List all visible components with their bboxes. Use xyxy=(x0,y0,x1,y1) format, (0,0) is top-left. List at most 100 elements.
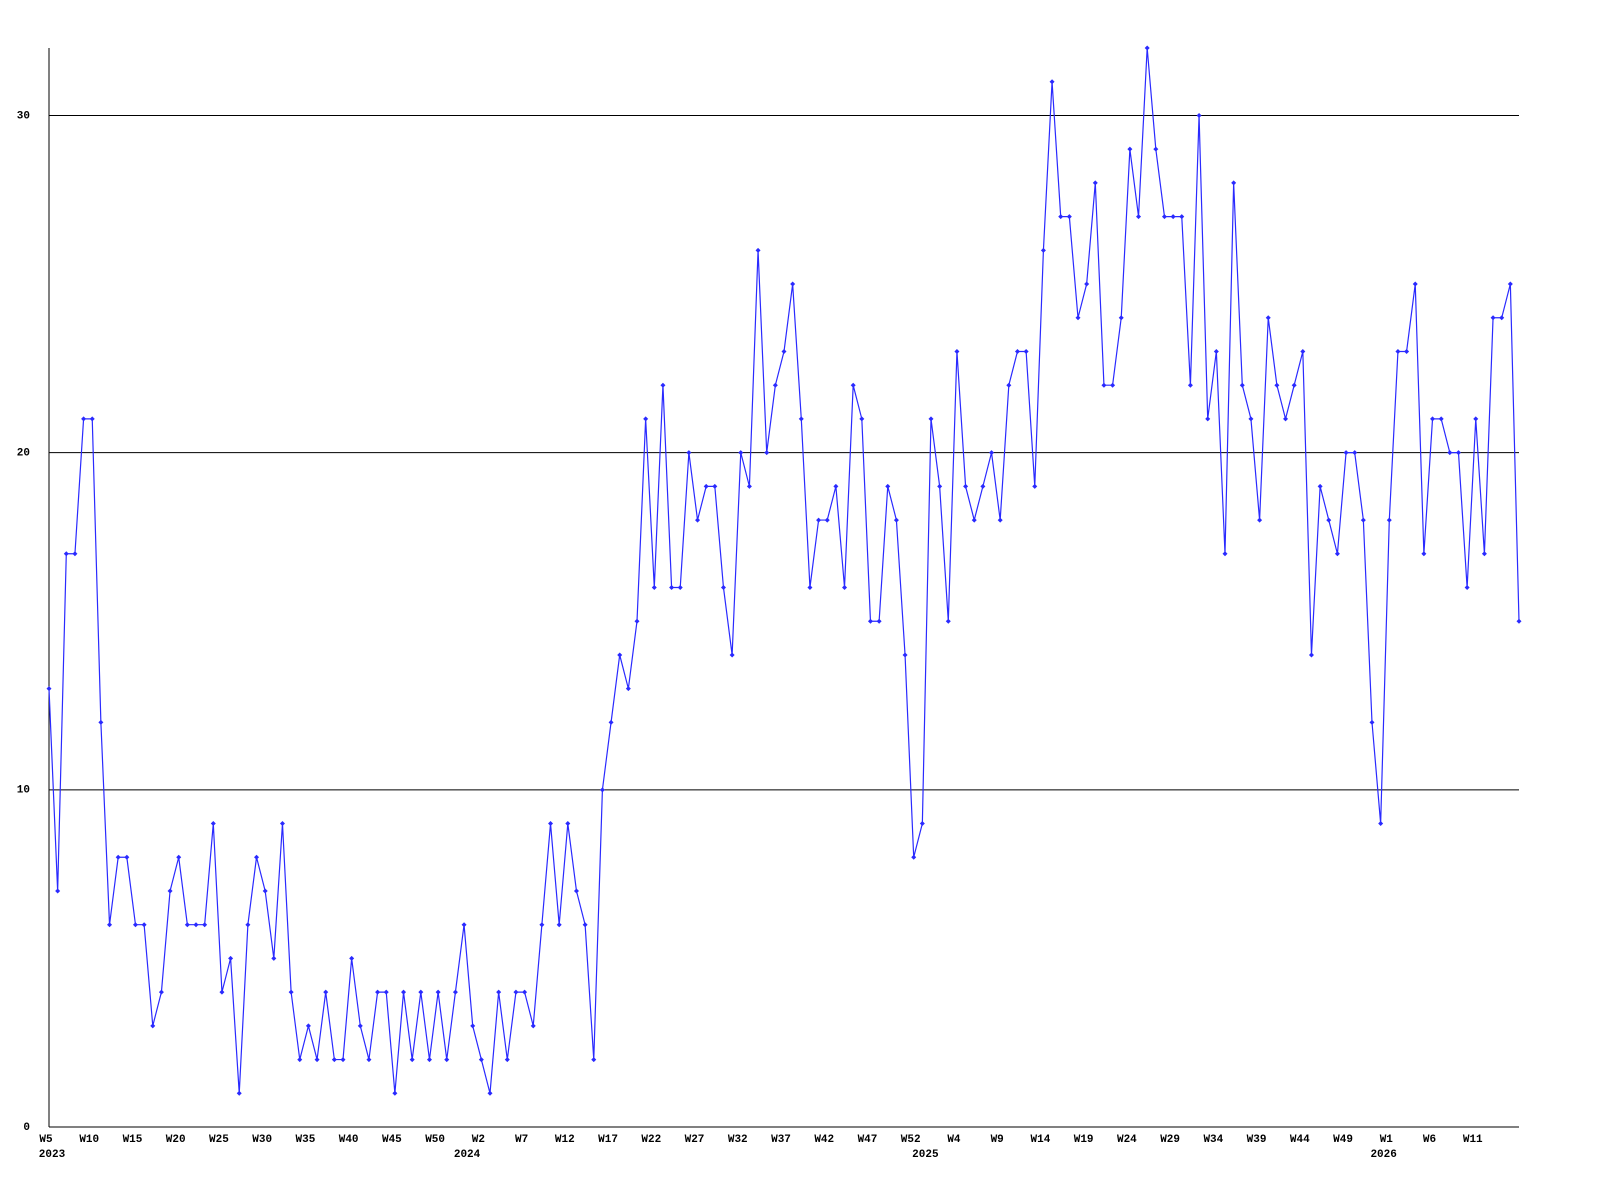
data-point xyxy=(893,517,899,523)
data-point xyxy=(1421,551,1427,557)
x-tick-label: W40 xyxy=(339,1134,359,1146)
x-tick-label: W45 xyxy=(382,1134,402,1146)
data-point xyxy=(1213,348,1219,354)
data-point xyxy=(1447,450,1453,456)
data-point xyxy=(513,989,519,995)
data-point xyxy=(1464,585,1470,590)
data-point xyxy=(1507,281,1513,287)
data-point xyxy=(72,551,78,557)
data-point xyxy=(599,787,605,793)
data-point xyxy=(444,1057,450,1063)
x-tick-label: W22 xyxy=(641,1134,661,1146)
data-point xyxy=(902,652,908,658)
data-point xyxy=(81,416,87,422)
data-point xyxy=(1222,551,1228,557)
data-point xyxy=(1438,416,1444,422)
data-point xyxy=(1023,348,1029,354)
data-point xyxy=(1257,517,1263,523)
data-point xyxy=(1378,821,1384,827)
data-point xyxy=(375,989,381,995)
data-point xyxy=(867,618,873,624)
x-tick-label: W52 xyxy=(901,1134,921,1146)
data-point xyxy=(254,854,260,860)
data-point xyxy=(945,618,951,624)
data-point xyxy=(790,281,796,287)
data-point xyxy=(651,585,657,590)
data-point xyxy=(202,922,208,928)
data-point xyxy=(746,483,752,489)
data-point xyxy=(1369,719,1375,725)
data-point xyxy=(755,247,761,253)
data-point xyxy=(1308,652,1314,658)
data-point xyxy=(115,854,121,860)
data-point xyxy=(764,450,770,456)
data-point xyxy=(738,450,744,456)
data-point xyxy=(401,989,407,995)
y-tick-label: 0 xyxy=(23,1122,30,1134)
data-point xyxy=(608,719,614,725)
data-point xyxy=(816,517,822,523)
data-point xyxy=(184,922,190,928)
data-point xyxy=(314,1057,320,1063)
data-point xyxy=(452,989,458,995)
data-point xyxy=(150,1023,156,1029)
data-point xyxy=(1084,281,1090,287)
data-point xyxy=(409,1057,415,1063)
data-point xyxy=(219,989,225,995)
x-tick-label: W44 xyxy=(1290,1134,1310,1146)
data-point xyxy=(842,585,848,590)
x-tick-label: W6 xyxy=(1423,1134,1436,1146)
data-point xyxy=(1006,382,1012,388)
data-point xyxy=(1404,348,1410,354)
data-point xyxy=(1386,517,1392,523)
data-point xyxy=(262,888,268,894)
x-tick-label: W9 xyxy=(991,1134,1004,1146)
data-point xyxy=(1352,450,1358,456)
x-tick-label: W50 xyxy=(425,1134,445,1146)
data-point xyxy=(833,483,839,489)
data-point xyxy=(1092,180,1098,186)
data-point xyxy=(167,888,173,894)
data-point xyxy=(228,955,234,961)
x-tick-label: W37 xyxy=(771,1134,791,1146)
data-point xyxy=(124,854,130,860)
data-point xyxy=(1231,180,1237,186)
data-point xyxy=(158,989,164,995)
x-tick-label: W27 xyxy=(685,1134,705,1146)
data-point xyxy=(1101,382,1107,388)
data-point xyxy=(1170,214,1176,220)
x-tick-label: W19 xyxy=(1074,1134,1094,1146)
x-tick-label: W1 xyxy=(1380,1134,1394,1146)
x-tick-label: W47 xyxy=(858,1134,878,1146)
data-point xyxy=(997,517,1003,523)
x-tick-label: W12 xyxy=(555,1134,575,1146)
data-point xyxy=(1334,551,1340,557)
data-point xyxy=(1291,382,1297,388)
data-point xyxy=(1032,483,1038,489)
data-point xyxy=(1239,382,1245,388)
x-tick-label: W39 xyxy=(1247,1134,1267,1146)
data-point xyxy=(1040,247,1046,253)
data-point xyxy=(340,1057,346,1063)
data-point xyxy=(556,922,562,928)
data-point xyxy=(911,854,917,860)
data-point xyxy=(1179,214,1185,220)
data-point xyxy=(496,989,502,995)
data-point xyxy=(850,382,856,388)
data-point xyxy=(1490,315,1496,321)
data-point xyxy=(1110,382,1116,388)
data-point xyxy=(686,450,692,456)
data-point xyxy=(461,922,467,928)
x-tick-label: W29 xyxy=(1160,1134,1180,1146)
data-point xyxy=(1455,450,1461,456)
data-point xyxy=(1326,517,1332,523)
data-point xyxy=(539,922,545,928)
data-point xyxy=(63,551,69,557)
data-point xyxy=(989,450,995,456)
data-point xyxy=(245,922,251,928)
data-point xyxy=(1066,214,1072,220)
data-point xyxy=(1118,315,1124,321)
